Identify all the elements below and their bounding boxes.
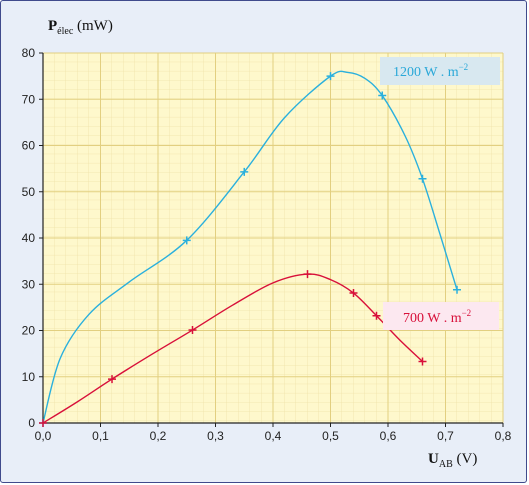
x-tick-label: 0,3 [207, 429, 224, 443]
x-tick-label: 0,2 [150, 429, 167, 443]
y-tick-label: 20 [22, 324, 36, 338]
x-tick-label: 0,8 [495, 429, 512, 443]
y-tick-label: 0 [28, 416, 35, 430]
data-point-marker [303, 270, 312, 279]
x-tick-label: 0,4 [265, 429, 282, 443]
y-axis-title: Pélec (mW) [48, 18, 113, 37]
series-line-0 [42, 70, 458, 424]
axes: 0,0 0,1 0,2 0,3 0,4 0,5 0,6 0,7 0,8 0 10 20 30 40 50 6… [22, 46, 512, 443]
y-tick-label: 60 [22, 139, 36, 153]
y-ticks: 0 10 20 30 40 50 60 70 80 [22, 46, 43, 430]
x-tick-label: 0,0 [35, 429, 52, 443]
data-point-marker [108, 375, 116, 384]
data-point-marker [378, 91, 387, 100]
x-tick-label: 0,6 [380, 429, 397, 443]
legend-label-700-bg [383, 302, 499, 330]
x-axis-title: UAB (V) [428, 451, 477, 470]
series-layer [39, 70, 461, 427]
data-point-marker [326, 72, 335, 81]
legend-700-sup: −2 [462, 308, 472, 318]
legend-1200-name: 1200 W . m [393, 65, 459, 80]
y-tick-label: 50 [22, 185, 36, 199]
y-tick-label: 10 [22, 370, 36, 384]
data-point-marker [372, 311, 381, 320]
legend-700-name: 700 W . m [403, 311, 462, 326]
y-tick-label: 70 [22, 92, 36, 106]
data-point-marker [182, 236, 191, 245]
data-point-marker [240, 167, 249, 176]
x-tick-label: 0,5 [322, 429, 339, 443]
x-axis-title-sub: AB [439, 459, 453, 470]
y-tick-label: 30 [22, 277, 36, 291]
data-point-marker [349, 289, 358, 298]
y-axis-title-unit: (mW) [73, 18, 113, 34]
data-point-marker [188, 326, 197, 335]
x-ticks: 0,0 0,1 0,2 0,3 0,4 0,5 0,6 0,7 0,8 [35, 423, 512, 443]
plot-area [42, 52, 504, 424]
x-axis-title-main: U [428, 451, 439, 467]
series-group-0 [39, 70, 461, 427]
series-group-1 [39, 270, 427, 427]
legend-label-1200-text: 1200 W . m−2 [393, 62, 468, 80]
data-point-marker [418, 357, 427, 366]
x-axis-title-unit: (V) [453, 451, 478, 467]
data-point-marker [453, 285, 461, 294]
data-point-marker [39, 419, 47, 427]
legend-label-700-text: 700 W . m−2 [403, 308, 471, 326]
y-tick-label: 80 [22, 46, 36, 60]
x-tick-label: 0,1 [92, 429, 109, 443]
legend-label-1200-bg [380, 57, 500, 85]
y-axis-title-main: P [48, 18, 57, 34]
x-tick-label: 0,7 [437, 429, 454, 443]
data-point-marker [418, 174, 427, 183]
y-axis-title-sub: élec [57, 26, 74, 37]
legend-label-700: 700 W . m−2 [383, 302, 499, 330]
y-tick-label: 40 [22, 231, 36, 245]
legend-label-1200: 1200 W . m−2 [380, 57, 500, 85]
legend-1200-sup: −2 [459, 62, 469, 72]
